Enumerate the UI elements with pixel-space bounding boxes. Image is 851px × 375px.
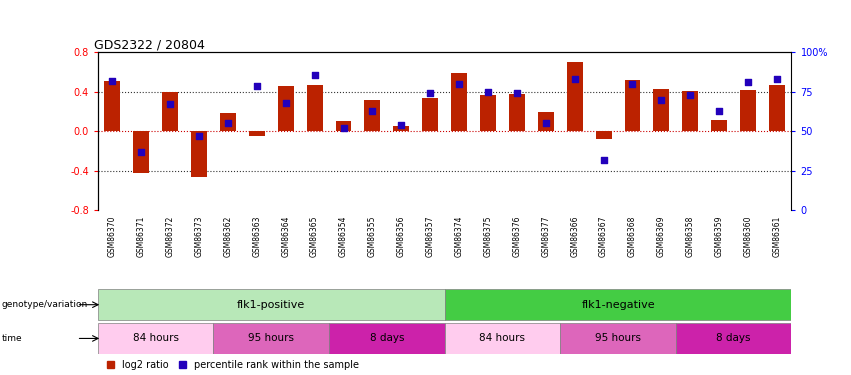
Point (337, 125, 351, 131)
Text: 95 hours: 95 hours (248, 333, 294, 344)
Text: flk1-positive: flk1-positive (237, 300, 306, 310)
Bar (444, 323, 560, 354)
Point (395, 122, 408, 128)
Point (424, 90, 437, 96)
Text: GSM86364: GSM86364 (281, 216, 290, 257)
Text: GSM86362: GSM86362 (224, 216, 232, 257)
Text: GSM86359: GSM86359 (715, 216, 723, 257)
Point (279, 100, 293, 106)
Point (192, 133, 206, 139)
Point (510, 90, 523, 96)
Text: time: time (2, 334, 22, 343)
Point (134, 149, 148, 155)
Point (597, 157, 610, 163)
Point (741, 80, 755, 86)
Text: GSM86361: GSM86361 (773, 216, 781, 257)
Text: GSM86354: GSM86354 (339, 216, 348, 257)
Bar (560, 323, 676, 354)
Bar (191, 131, 207, 177)
Text: 8 days: 8 days (717, 333, 751, 344)
Point (568, 76, 581, 82)
Text: GSM86371: GSM86371 (137, 216, 146, 257)
Bar (220, 112, 236, 131)
Point (308, 72, 322, 78)
Text: GSM86366: GSM86366 (570, 216, 580, 257)
Bar (567, 62, 583, 131)
Bar (654, 89, 670, 131)
Legend: log2 ratio, percentile rank within the sample: log2 ratio, percentile rank within the s… (103, 356, 363, 374)
Text: genotype/variation: genotype/variation (2, 300, 88, 309)
Point (539, 120, 552, 126)
Bar (769, 85, 785, 131)
Bar (134, 131, 149, 172)
Text: GSM86358: GSM86358 (686, 216, 694, 257)
Point (452, 81, 465, 87)
Point (683, 92, 697, 98)
Point (221, 120, 235, 126)
Bar (676, 323, 791, 354)
Bar (214, 323, 329, 354)
Text: GSM86369: GSM86369 (657, 216, 665, 257)
Bar (625, 80, 641, 131)
Text: GSM86355: GSM86355 (368, 216, 377, 257)
Point (770, 76, 784, 82)
Bar (444, 290, 791, 320)
Bar (393, 126, 409, 131)
Bar (451, 73, 467, 131)
Bar (364, 100, 380, 131)
Bar (538, 111, 554, 131)
Text: 84 hours: 84 hours (479, 333, 525, 344)
Bar (98, 323, 214, 354)
Text: GSM86370: GSM86370 (108, 216, 117, 257)
Text: 95 hours: 95 hours (595, 333, 641, 344)
Bar (306, 85, 323, 131)
Text: GSM86367: GSM86367 (599, 216, 608, 257)
Text: GSM86372: GSM86372 (166, 216, 174, 257)
Text: GDS2322 / 20804: GDS2322 / 20804 (94, 38, 205, 51)
Bar (480, 95, 496, 131)
Text: GSM86376: GSM86376 (512, 216, 522, 257)
Bar (740, 90, 756, 131)
Text: 8 days: 8 days (369, 333, 404, 344)
Point (625, 81, 639, 87)
Text: GSM86365: GSM86365 (310, 216, 319, 257)
Point (654, 97, 668, 103)
Text: GSM86375: GSM86375 (483, 216, 493, 257)
Bar (105, 81, 120, 131)
Bar (711, 120, 727, 131)
Text: GSM86360: GSM86360 (744, 216, 752, 257)
Bar (277, 86, 294, 131)
Point (106, 78, 119, 84)
Bar (98, 290, 444, 320)
Bar (163, 92, 178, 131)
Text: GSM86373: GSM86373 (195, 216, 203, 257)
Bar (683, 91, 698, 131)
Bar (509, 94, 525, 131)
Bar (422, 98, 438, 131)
Text: GSM86363: GSM86363 (252, 216, 261, 257)
Point (712, 108, 726, 114)
Bar (335, 122, 351, 131)
Point (481, 89, 494, 95)
Bar (329, 323, 444, 354)
Bar (248, 131, 265, 136)
Text: 84 hours: 84 hours (133, 333, 179, 344)
Text: GSM86357: GSM86357 (426, 216, 435, 257)
Text: GSM86368: GSM86368 (628, 216, 637, 257)
Bar (596, 131, 612, 139)
Point (250, 82, 264, 88)
Text: GSM86377: GSM86377 (541, 216, 551, 257)
Text: GSM86374: GSM86374 (454, 216, 464, 257)
Point (366, 108, 380, 114)
Text: flk1-negative: flk1-negative (581, 300, 655, 310)
Text: GSM86356: GSM86356 (397, 216, 406, 257)
Point (163, 102, 177, 108)
